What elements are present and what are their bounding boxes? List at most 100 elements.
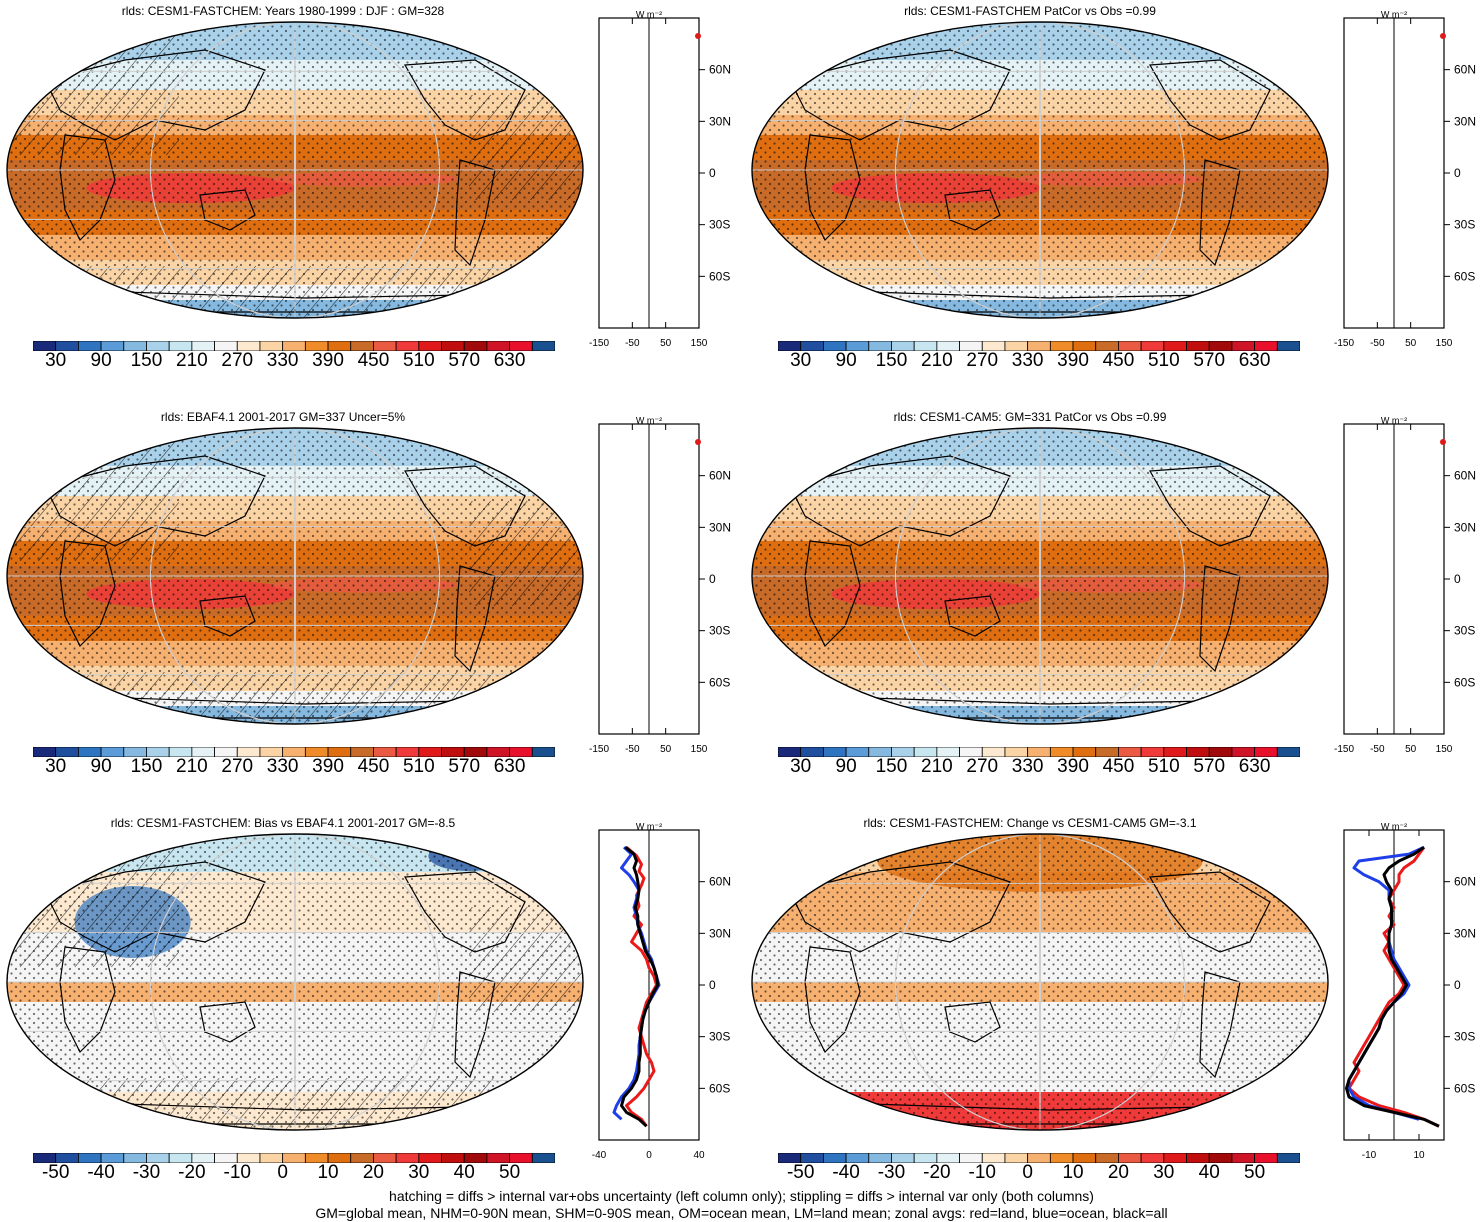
zonal-average-plot: W m⁻² 60N 30N 0 30S 60S -150 -50 50 150: [589, 416, 753, 758]
colorbar-tick-label: 510: [1147, 350, 1180, 371]
panel-title: rlds: CESM1-CAM5: GM=331 PatCor vs Obs =…: [893, 410, 1167, 424]
colorbar-tick-label: 570: [1193, 350, 1226, 371]
lat-label: 0: [709, 166, 716, 180]
colorbar-tick-label: 450: [357, 350, 390, 371]
colorbar-tick-label: 630: [493, 756, 526, 777]
colorbar-tick-label: 0: [1022, 1162, 1033, 1183]
colorbar-tick-label: 270: [221, 350, 254, 371]
zonal-unit-label: W m⁻²: [1381, 822, 1407, 832]
lat-label: 60S: [1454, 675, 1475, 689]
zonal-series-all: [620, 846, 660, 1128]
colorbar-tick-label: 450: [1102, 350, 1135, 371]
colorbar-tick-label: 40: [453, 1162, 475, 1183]
graticule: [7, 22, 583, 318]
zonal-x-tick-label: 150: [691, 338, 708, 349]
colorbar-tick-label: 10: [317, 1162, 339, 1183]
colorbar-tick-label: 210: [921, 756, 953, 777]
graticule: [752, 428, 1328, 724]
colorbar-tick-label: 150: [130, 350, 163, 371]
lat-label: 30N: [709, 926, 731, 940]
zonal-unit-label: W m⁻²: [1381, 416, 1407, 426]
footer-line-2: GM=global mean, NHM=0-90N mean, SHM=0-90…: [315, 1205, 1168, 1221]
colorbar-tick-label: 390: [1057, 350, 1089, 371]
map-border: [751, 427, 1329, 725]
colorbar-tick-label: -30: [132, 1162, 161, 1183]
colorbar-tick-label: 330: [266, 756, 299, 777]
colorbar-tick-label: 50: [499, 1162, 521, 1183]
map-field: [752, 834, 1328, 1130]
colorbar-tick-label: 90: [90, 756, 112, 777]
colorbar-swatch: [531, 746, 556, 758]
colorbar: [32, 1150, 556, 1168]
map-field: [7, 22, 583, 318]
lat-label: 60N: [709, 63, 731, 77]
lat-label: 30N: [709, 114, 731, 128]
lat-label: 30S: [709, 218, 730, 232]
lat-label: 60N: [709, 469, 731, 483]
zonal-x-tick-label: -40: [592, 1150, 607, 1161]
colorbar-swatch: [1276, 1152, 1301, 1164]
colorbar-tick-label: 390: [1057, 756, 1089, 777]
colorbar-tick-label: 0: [277, 1162, 288, 1183]
colorbar-tick-label: 330: [266, 350, 299, 371]
lat-label: 60N: [1454, 875, 1476, 889]
lat-label: 60S: [709, 675, 730, 689]
colorbar-tick-label: 330: [1011, 350, 1044, 371]
zonal-x-tick-label: 50: [1405, 338, 1417, 349]
colorbar-tick-label: -50: [786, 1162, 815, 1183]
colorbar-tick-label: 630: [1238, 350, 1271, 371]
zonal-average-plot: W m⁻² 60N 30N 0 30S 60S -150 -50 50 150: [589, 10, 753, 352]
colorbar-tick-label: 150: [875, 756, 908, 777]
zonal-unit-label: W m⁻²: [636, 10, 662, 20]
lat-label: 30N: [1454, 520, 1476, 534]
map-p3: [5, 426, 585, 726]
lat-label: 30S: [1454, 1030, 1475, 1044]
colorbar-tick-label: 210: [176, 756, 208, 777]
colorbar-tick-label: 510: [1147, 756, 1180, 777]
colorbar-tick-label: 30: [790, 756, 812, 777]
colorbar-tick-label: 150: [875, 350, 908, 371]
zonal-x-tick-label: 150: [691, 744, 708, 755]
graticule: [7, 428, 583, 724]
lat-label: 30N: [1454, 926, 1476, 940]
lat-label: 60S: [1454, 1081, 1475, 1095]
hatching: [469, 907, 583, 1012]
zonal-average-plot: W m⁻² 60N 30N 0 30S 60S -150 -50 50 150: [1334, 10, 1483, 352]
hatching: [7, 834, 179, 967]
zonal-x-tick-label: 10: [1413, 1150, 1425, 1161]
colorbar-tick-label: -20: [178, 1162, 206, 1183]
colorbar-tick-label: 450: [357, 756, 390, 777]
colorbar-tick-label: 390: [312, 350, 344, 371]
zonal-x-tick-label: 50: [660, 338, 672, 349]
zonal-series-ocean: [1347, 845, 1425, 1121]
map-field: [7, 834, 583, 1130]
map-p6: [750, 832, 1330, 1132]
colorbar-tick-label: 90: [90, 350, 112, 371]
panel-title: rlds: EBAF4.1 2001-2017 GM=337 Uncer=5%: [160, 410, 406, 424]
colorbar-tick-label: 570: [448, 756, 481, 777]
zonal-x-tick-label: 0: [646, 1150, 652, 1161]
graticule: [752, 834, 1328, 1130]
lat-label: 60N: [1454, 63, 1476, 77]
colorbar-swatch: [1276, 746, 1301, 758]
lat-label: 0: [1454, 572, 1461, 586]
colorbar: [777, 744, 1301, 762]
zonal-x-tick-label: -50: [625, 338, 640, 349]
zonal-x-tick-label: -10: [1362, 1150, 1377, 1161]
colorbar-swatch: [531, 1152, 556, 1164]
colorbar-tick-label: -20: [923, 1162, 951, 1183]
hatching: [7, 428, 179, 561]
colorbar-tick-label: -10: [223, 1162, 251, 1183]
colorbar-tick-label: 210: [921, 350, 953, 371]
colorbar-tick-label: 270: [221, 756, 254, 777]
zonal-average-plot: W m⁻² 60N 30N 0 30S 60S -150 -50 50 150: [1334, 416, 1483, 758]
zonal-marker: [695, 33, 701, 39]
zonal-average-plot: W m⁻² 60N 30N 0 30S 60S -40 0 40: [592, 822, 753, 1164]
footer-note: hatching = diffs > internal var+obs unce…: [0, 1188, 1483, 1222]
colorbar-tick-label: 40: [1198, 1162, 1220, 1183]
map-p4: [750, 426, 1330, 726]
panel-title: rlds: CESM1-FASTCHEM: Bias vs EBAF4.1 20…: [110, 816, 456, 830]
footer-line-1: hatching = diffs > internal var+obs unce…: [389, 1188, 1094, 1204]
colorbar-tick-label: 630: [1238, 756, 1271, 777]
zonal-x-tick-label: -50: [1370, 338, 1385, 349]
